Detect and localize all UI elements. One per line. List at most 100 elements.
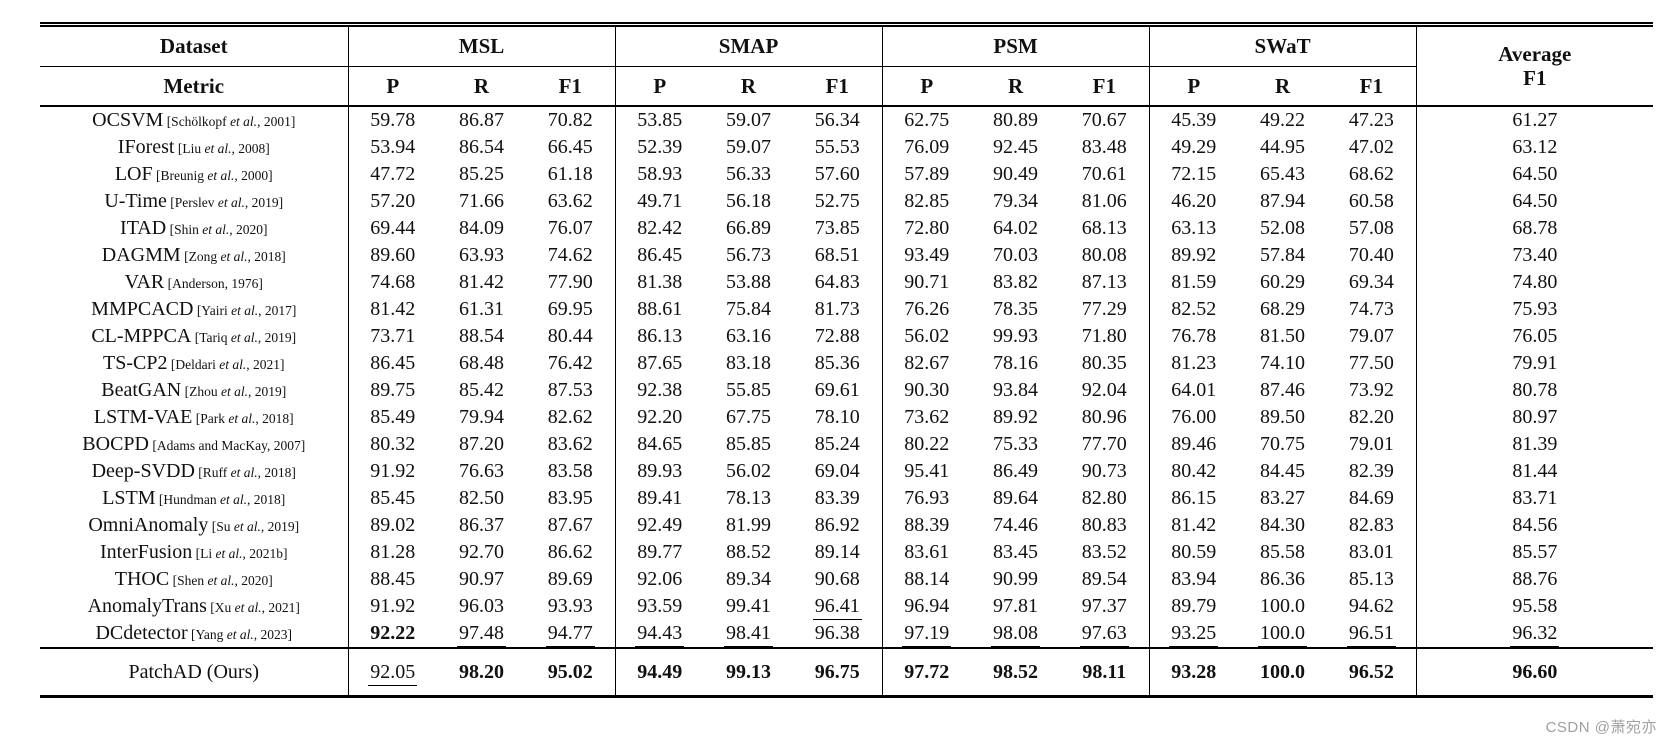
- value-cell: 73.40: [1415, 242, 1654, 269]
- value-cell: 76.42: [547, 352, 593, 374]
- method-name: MMPCACD: [91, 298, 194, 320]
- value-cell: 86.54: [459, 136, 504, 158]
- value-cell: 89.64: [993, 487, 1039, 509]
- metric-r: R: [1238, 66, 1328, 107]
- value-cell: 85.57: [1415, 539, 1654, 566]
- value-cell: 81.59: [1148, 269, 1239, 296]
- value-cell: 97.37: [1081, 595, 1127, 617]
- value-cell: 69.04: [814, 460, 860, 482]
- value-cell: 78.13: [726, 487, 772, 509]
- table-row: BeatGAN [Zhou et al., 2019] 89.75 85.42 87.…: [40, 377, 1654, 404]
- value-cell: 76.05: [1415, 323, 1654, 350]
- value-cell: 76.78: [1148, 323, 1239, 350]
- value-cell: 98.52: [971, 647, 1061, 697]
- method-name: BeatGAN: [101, 379, 182, 401]
- value-cell: 46.20: [1148, 188, 1239, 215]
- value-cell: 86.49: [993, 460, 1039, 482]
- method-name: OCSVM: [92, 109, 164, 131]
- value-cell: 92.70: [459, 541, 504, 563]
- value-cell: 89.41: [614, 485, 705, 512]
- value-cell: 53.88: [726, 271, 772, 293]
- value-cell: 98.08: [971, 620, 1060, 648]
- method-cell: U-Time [Perslev et al., 2019]: [40, 188, 348, 215]
- value-cell: 52.75: [814, 190, 860, 212]
- value-cell: 84.09: [459, 217, 504, 239]
- method-citation: [Hundman et al., 2018]: [155, 492, 286, 507]
- value-cell: 76.07: [547, 217, 593, 239]
- value-cell: 81.28: [347, 539, 437, 566]
- value-cell: 98.11: [1060, 647, 1150, 697]
- value-cell: 86.92: [814, 514, 860, 536]
- value-cell: 82.83: [1348, 514, 1394, 536]
- value-cell: 89.79: [1148, 593, 1239, 620]
- value-cell: 90.71: [881, 269, 972, 296]
- value-cell: 55.53: [814, 136, 860, 158]
- method-cell: THOC [Shen et al., 2020]: [40, 566, 348, 593]
- method-cell: PatchAD (Ours): [40, 647, 348, 697]
- value-cell: 49.29: [1148, 134, 1239, 161]
- method-name: VAR: [124, 271, 165, 293]
- value-cell: 95.58: [1415, 593, 1654, 620]
- value-cell: 83.27: [1260, 487, 1306, 509]
- value-cell: 89.77: [614, 539, 705, 566]
- method-citation: [Perslev et al., 2019]: [166, 195, 284, 210]
- value-cell: 89.34: [726, 568, 772, 590]
- value-cell: 83.95: [547, 487, 593, 509]
- value-cell: 94.43: [614, 620, 705, 648]
- value-cell: 72.80: [881, 215, 972, 242]
- value-cell: 68.48: [459, 352, 504, 374]
- value-cell: 64.02: [993, 217, 1039, 239]
- value-cell: 92.05: [347, 647, 437, 697]
- method-citation: [Deldari et al., 2021]: [167, 357, 285, 372]
- value-cell: 83.18: [726, 352, 772, 374]
- value-cell: 86.87: [459, 109, 504, 131]
- value-cell: 58.93: [614, 161, 705, 188]
- value-cell: 96.60: [1415, 647, 1654, 697]
- value-cell: 68.29: [1260, 298, 1306, 320]
- table-row: THOC [Shen et al., 2020] 88.45 90.97 89.69 9…: [40, 566, 1654, 593]
- value-cell: 61.18: [547, 163, 593, 185]
- value-cell: 81.38: [614, 269, 705, 296]
- value-cell: 97.81: [993, 595, 1039, 617]
- method-name: LSTM: [102, 487, 156, 509]
- table-row: AnomalyTrans [Xu et al., 2021] 91.92 96.03…: [40, 593, 1654, 620]
- value-cell: 83.39: [814, 487, 860, 509]
- value-cell: 56.34: [814, 109, 860, 131]
- method-citation: [Tariq et al., 2019]: [191, 330, 297, 345]
- value-cell: 70.67: [1081, 109, 1127, 131]
- value-cell: 89.93: [614, 458, 705, 485]
- method-cell: AnomalyTrans [Xu et al., 2021]: [40, 593, 348, 620]
- value-cell: 82.80: [1081, 487, 1127, 509]
- value-cell: 57.89: [881, 161, 972, 188]
- value-cell: 90.99: [993, 568, 1039, 590]
- value-cell: 80.83: [1081, 514, 1127, 536]
- value-cell: 92.04: [1081, 379, 1127, 401]
- value-cell: 75.93: [1415, 296, 1654, 323]
- value-cell: 94.62: [1348, 595, 1394, 617]
- method-cell: ITAD [Shin et al., 2020]: [40, 215, 348, 242]
- value-cell: 92.06: [614, 566, 705, 593]
- value-cell: 73.92: [1348, 379, 1394, 401]
- value-cell: 80.22: [881, 431, 972, 458]
- value-cell: 97.63: [1060, 620, 1149, 648]
- value-cell: 79.94: [459, 406, 504, 428]
- value-cell: 70.82: [547, 109, 593, 131]
- method-name: LOF: [114, 163, 153, 185]
- value-cell: 78.16: [993, 352, 1039, 374]
- value-cell: 85.24: [814, 433, 860, 455]
- value-cell: 86.45: [347, 350, 437, 377]
- table-row: OmniAnomaly [Su et al., 2019] 89.02 86.37 8…: [40, 512, 1654, 539]
- value-cell: 84.65: [614, 431, 705, 458]
- value-cell: 85.25: [459, 163, 504, 185]
- value-cell: 68.51: [814, 244, 860, 266]
- value-cell: 85.42: [459, 379, 504, 401]
- value-cell: 89.92: [1148, 242, 1239, 269]
- value-cell: 83.61: [881, 539, 972, 566]
- value-cell: 96.32: [1415, 620, 1654, 648]
- value-cell: 84.56: [1415, 512, 1654, 539]
- value-cell: 75.33: [993, 433, 1039, 455]
- value-cell: 77.29: [1081, 298, 1127, 320]
- value-cell: 93.59: [614, 593, 705, 620]
- value-cell: 73.85: [814, 217, 860, 239]
- value-cell: 95.41: [881, 458, 972, 485]
